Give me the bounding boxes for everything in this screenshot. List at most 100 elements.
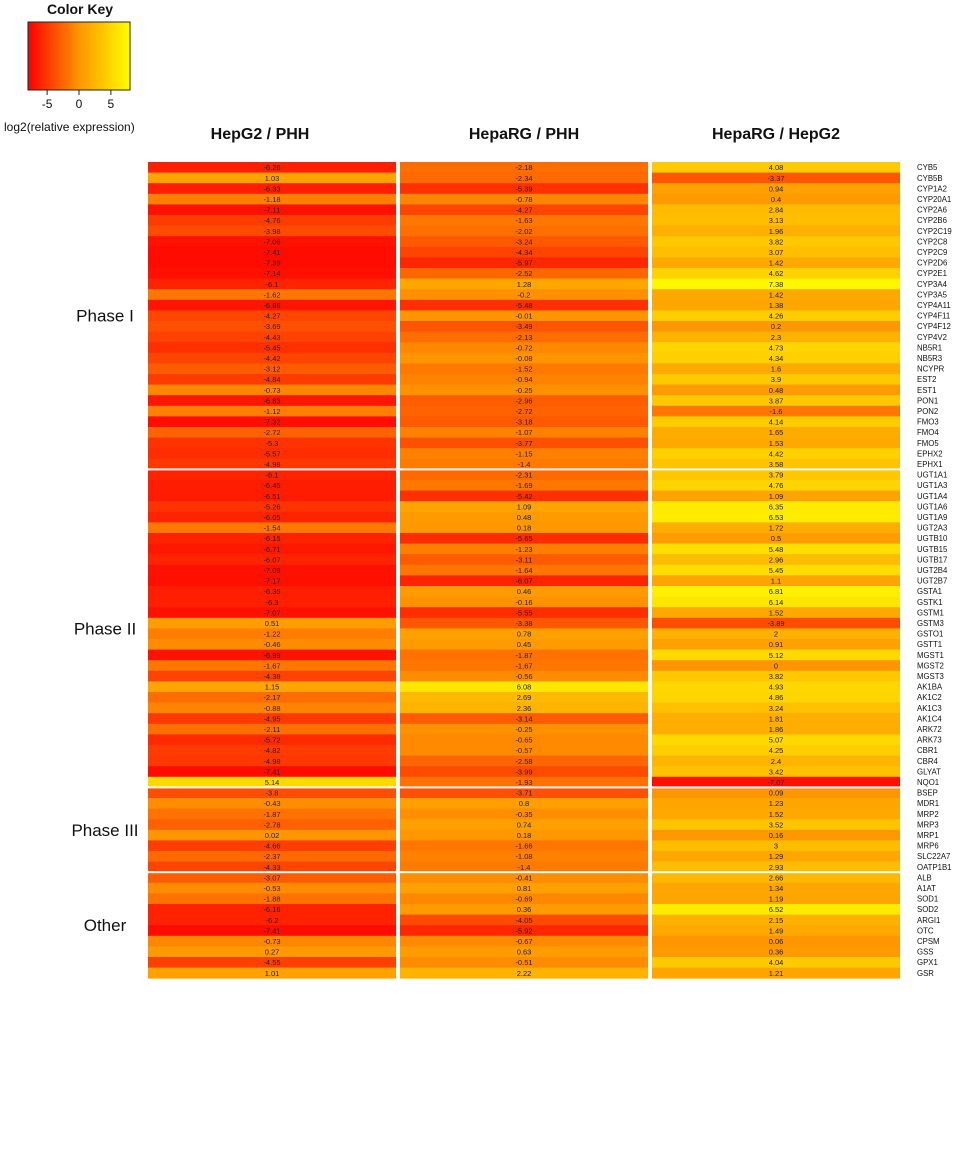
heatmap-cell <box>400 586 648 597</box>
heatmap-cell <box>652 957 900 968</box>
cell-value-label: 3.82 <box>769 237 784 246</box>
heatmap-cell <box>652 342 900 354</box>
row-label: GSTK1 <box>917 598 943 607</box>
cell-value-label: -0.51 <box>515 958 532 967</box>
cell-value-label: 4.42 <box>769 449 784 458</box>
row-label: NCYPR <box>917 365 945 374</box>
cell-value-label: 2.84 <box>769 206 784 215</box>
heatmap-cell <box>400 681 648 693</box>
cell-value-label: 0.2 <box>771 322 781 331</box>
row-label: UGT2A3 <box>917 524 947 533</box>
cell-value-label: -3.37 <box>767 174 784 183</box>
cell-value-label: 0.74 <box>517 820 532 829</box>
heatmap-cell <box>400 904 648 915</box>
heatmap-cell <box>652 649 900 661</box>
cell-value-label: -1.87 <box>263 810 280 819</box>
row-label: MRP3 <box>917 820 939 829</box>
heatmap-cell <box>652 766 900 778</box>
row-label: CYP2C9 <box>917 248 947 257</box>
color-key-ticks: -5 0 5 <box>42 90 115 111</box>
heatmap-cell <box>148 215 396 226</box>
cell-value-label: -4.27 <box>515 206 532 215</box>
cell-value-label: -1.4 <box>518 460 531 469</box>
cell-value-label: -7.07 <box>263 608 280 617</box>
heatmap-cell <box>148 448 396 460</box>
cell-value-label: 4.25 <box>769 746 784 755</box>
heatmap-cell <box>400 257 648 269</box>
heatmap-cell <box>652 533 900 544</box>
heatmap-cell <box>148 193 396 205</box>
row-label: CYP4F11 <box>917 312 950 321</box>
heatmap-cell <box>652 268 900 279</box>
heatmap-cell <box>652 851 900 862</box>
cell-value-label: 3 <box>774 842 778 851</box>
heatmap-cell <box>148 639 396 650</box>
heatmap-cell <box>148 840 396 852</box>
row-label: MRP6 <box>917 842 939 851</box>
cell-value-label: -5.26 <box>263 502 280 511</box>
cell-value-label: -0.57 <box>515 746 532 755</box>
cell-value-label: 0.36 <box>769 948 784 957</box>
cell-value-label: -4.76 <box>263 216 280 225</box>
row-label: CBR1 <box>917 746 938 755</box>
heatmap-cell <box>400 776 648 788</box>
cell-value-label: 4.04 <box>769 958 784 967</box>
heatmap-cell <box>652 893 900 905</box>
heatmap-cell <box>400 289 648 301</box>
row-label: GPX1 <box>917 958 938 967</box>
row-label: CYP4V2 <box>917 333 947 342</box>
heatmap-cell <box>652 511 900 523</box>
heatmap-cell <box>652 925 900 937</box>
heatmap-cell <box>400 798 648 809</box>
cell-value-label: -5.72 <box>263 736 280 745</box>
row-label: CYP1A2 <box>917 184 947 193</box>
cell-value-label: 0.48 <box>769 386 784 395</box>
cell-value-label: -7.39 <box>263 259 280 268</box>
row-label: CYB5B <box>917 174 943 183</box>
row-label: MGST2 <box>917 661 944 670</box>
heatmap-cell <box>652 692 900 703</box>
row-label: AK1C2 <box>917 693 942 702</box>
cell-value-label: -7.09 <box>263 566 280 575</box>
heatmap-cell <box>652 681 900 693</box>
cell-value-label: 0.16 <box>769 831 784 840</box>
heatmap-cell <box>148 384 396 396</box>
row-label: EPHX1 <box>917 460 943 469</box>
cell-value-label: 1.23 <box>769 799 784 808</box>
group-separator <box>148 871 900 874</box>
cell-value-label: -0.01 <box>515 312 532 321</box>
heatmap-cell <box>400 713 648 725</box>
heatmap-cell <box>400 448 648 460</box>
heatmap-cell <box>148 183 396 195</box>
heatmap-cell <box>148 321 396 332</box>
heatmap-cell <box>652 225 900 237</box>
row-label: NB5R3 <box>917 354 942 363</box>
cell-value-label: 0.27 <box>265 948 280 957</box>
row-label: UGTB10 <box>917 534 948 543</box>
heatmap-cell <box>148 755 396 767</box>
cell-value-label: 0.45 <box>517 640 532 649</box>
cell-value-label: -0.73 <box>263 937 280 946</box>
column-header: HepaRG / HepG2 <box>712 126 840 143</box>
heatmap-cell <box>652 331 900 343</box>
cell-value-label: 1.52 <box>769 608 784 617</box>
cell-value-label: -0.43 <box>263 799 280 808</box>
color-key-tick-label: 0 <box>76 97 83 111</box>
cell-value-label: -3.49 <box>515 322 532 331</box>
row-label: GSTT1 <box>917 640 942 649</box>
cell-value-label: -0.25 <box>515 386 532 395</box>
heatmap-cell <box>148 543 396 555</box>
heatmap-cell <box>400 596 648 608</box>
cell-value-label: -1.22 <box>263 630 280 639</box>
cell-value-label: -7.41 <box>263 926 280 935</box>
cell-value-label: 0.81 <box>517 884 532 893</box>
heatmap-cell <box>652 437 900 449</box>
heatmap-cell <box>652 183 900 195</box>
cell-value-label: -2.37 <box>263 852 280 861</box>
row-label: UGTB15 <box>917 545 948 554</box>
cell-value-label: 1.29 <box>769 852 784 861</box>
heatmap-cell <box>400 660 648 672</box>
cell-value-label: -5.55 <box>515 608 532 617</box>
heatmap-cell <box>652 374 900 385</box>
cell-value-label: 0.94 <box>769 184 784 193</box>
